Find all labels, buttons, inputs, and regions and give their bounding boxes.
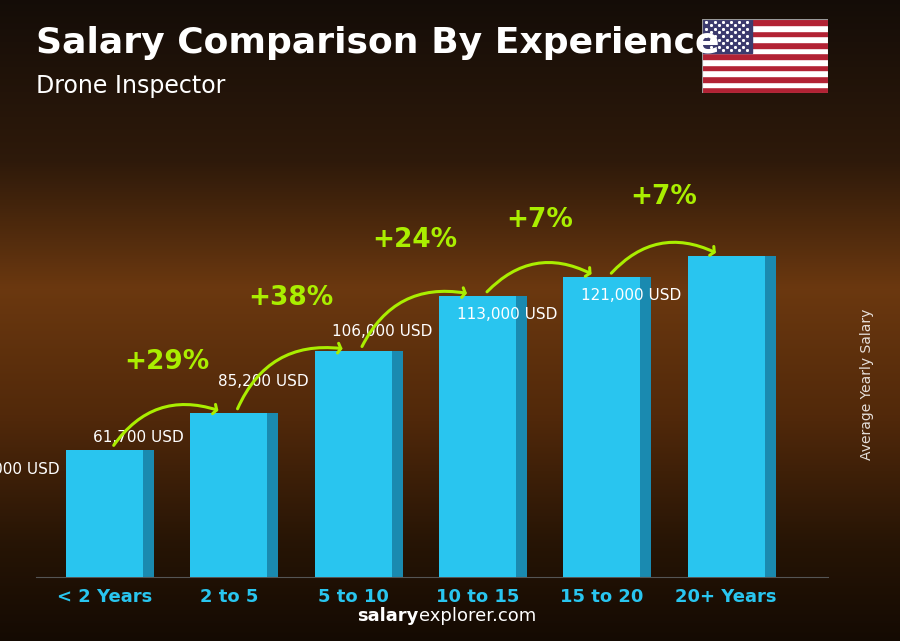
Text: 113,000 USD: 113,000 USD (456, 307, 557, 322)
Text: Drone Inspector: Drone Inspector (36, 74, 225, 97)
Bar (702, 71, 828, 76)
Bar (702, 81, 828, 87)
Text: +38%: +38% (248, 285, 334, 310)
Text: 48,000 USD: 48,000 USD (0, 462, 59, 478)
Text: +24%: +24% (373, 228, 458, 253)
Bar (702, 76, 828, 81)
Bar (702, 42, 828, 47)
Bar (702, 25, 828, 31)
Polygon shape (143, 449, 154, 577)
Text: 85,200 USD: 85,200 USD (218, 374, 309, 388)
Bar (190, 413, 267, 577)
Bar (702, 59, 828, 65)
Polygon shape (267, 413, 278, 577)
Text: Salary Comparison By Experience: Salary Comparison By Experience (36, 26, 719, 60)
Polygon shape (516, 296, 527, 577)
Text: +7%: +7% (630, 184, 698, 210)
Text: salary: salary (357, 607, 418, 625)
Bar (702, 87, 828, 93)
Polygon shape (765, 256, 776, 577)
Bar (702, 53, 828, 59)
Bar (66, 449, 143, 577)
Bar (688, 256, 765, 577)
Text: explorer.com: explorer.com (418, 607, 536, 625)
Bar (702, 37, 828, 42)
Text: 106,000 USD: 106,000 USD (332, 324, 433, 339)
Bar (439, 296, 516, 577)
Polygon shape (392, 351, 403, 577)
Text: Average Yearly Salary: Average Yearly Salary (860, 309, 874, 460)
Bar (702, 19, 828, 25)
Text: +7%: +7% (506, 207, 573, 233)
Bar (314, 351, 392, 577)
Bar (563, 277, 640, 577)
Text: 61,700 USD: 61,700 USD (94, 429, 184, 445)
Bar (702, 65, 828, 71)
Polygon shape (640, 277, 652, 577)
Text: 121,000 USD: 121,000 USD (581, 288, 681, 303)
Bar (702, 31, 828, 37)
Bar (702, 19, 752, 53)
Text: +29%: +29% (124, 349, 209, 375)
Bar (702, 47, 828, 53)
